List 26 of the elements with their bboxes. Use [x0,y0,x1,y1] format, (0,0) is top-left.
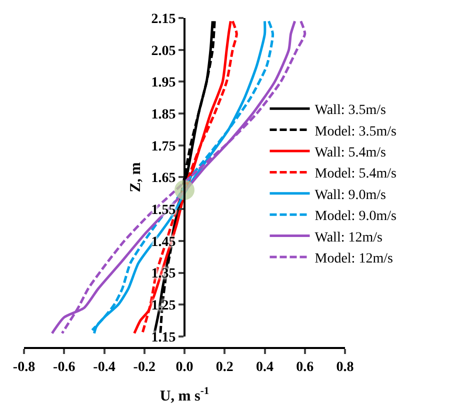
x-tick-label: -0.2 [133,360,156,375]
y-tick-label: 1.15 [151,330,176,346]
x-tick-label: 0.6 [296,360,314,375]
x-axis-title: U, m s$^{-1}$ [160,386,210,404]
x-tick-label: -0.8 [12,360,36,375]
y-tick-label: 1.85 [151,107,176,122]
y-tick-label: 1.75 [151,139,176,154]
x-tick-label: 0.4 [256,360,274,375]
legend-label: Model: 9.0m/s [314,209,396,224]
y-axis-title: Z, m [128,162,144,192]
legend-label: Model: 3.5m/s [314,124,396,140]
x-tick-label: -0.6 [53,360,76,375]
legend-label: Wall: 12m/s [314,230,382,246]
x-tick-label: 0.0 [176,360,194,375]
legend-label: Model: 5.4m/s [314,166,396,182]
legend-label: Wall: 9.0m/s [314,188,386,203]
y-tick-label: 2.15 [151,12,176,27]
y-tick-label: 1.95 [151,76,176,91]
y-tick-label: 1.65 [151,171,176,186]
x-tick-label: -0.4 [93,360,116,375]
legend-label: Wall: 5.4m/s [314,145,386,160]
x-tick-label: 0.8 [336,360,354,375]
legend-label: Wall: 3.5m/s [314,103,386,118]
legend-label: Model: 12m/s [314,251,393,266]
y-tick-label: 2.05 [151,44,176,59]
x-tick-label: 0.2 [216,360,234,375]
